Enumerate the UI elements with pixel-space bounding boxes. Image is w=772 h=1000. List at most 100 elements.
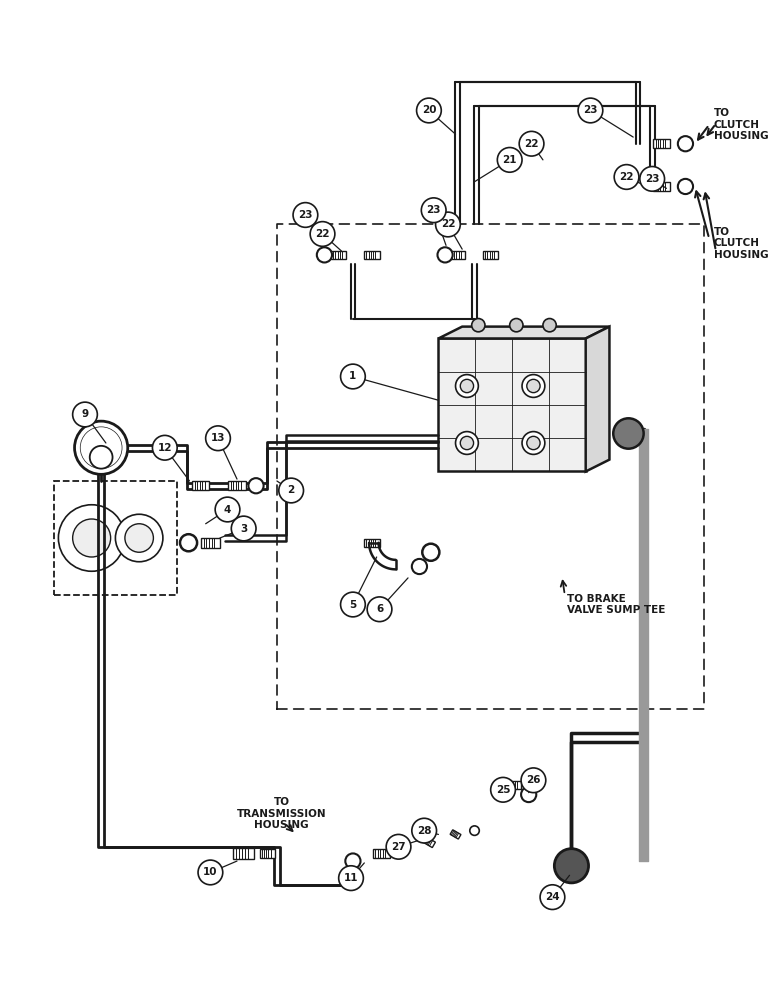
Circle shape (411, 559, 427, 574)
Polygon shape (450, 251, 465, 259)
Circle shape (180, 534, 197, 551)
Circle shape (438, 247, 452, 262)
Circle shape (73, 402, 97, 427)
Circle shape (293, 203, 318, 227)
Circle shape (417, 98, 442, 123)
Text: 20: 20 (422, 105, 436, 115)
Polygon shape (201, 538, 220, 548)
Text: 26: 26 (527, 775, 540, 785)
Text: TO
CLUTCH
HOUSING: TO CLUTCH HOUSING (714, 227, 769, 260)
Circle shape (90, 446, 113, 469)
Circle shape (491, 777, 516, 802)
Text: TO
CLUTCH
HOUSING: TO CLUTCH HOUSING (714, 108, 769, 141)
Text: 9: 9 (81, 409, 89, 419)
Circle shape (435, 212, 460, 237)
Circle shape (249, 478, 263, 493)
Text: 22: 22 (441, 219, 455, 229)
Polygon shape (364, 251, 380, 259)
Circle shape (279, 478, 303, 503)
Circle shape (460, 436, 473, 450)
Circle shape (59, 505, 125, 571)
Circle shape (339, 866, 364, 890)
Circle shape (422, 544, 439, 561)
Circle shape (497, 148, 522, 172)
Text: 2: 2 (287, 485, 295, 495)
Text: 28: 28 (417, 826, 432, 836)
Text: 4: 4 (224, 505, 231, 515)
Circle shape (521, 768, 546, 793)
Circle shape (678, 136, 693, 151)
Circle shape (115, 514, 163, 562)
Circle shape (521, 787, 537, 802)
Polygon shape (450, 830, 461, 839)
Text: 23: 23 (298, 210, 313, 220)
Text: 12: 12 (157, 443, 172, 453)
Polygon shape (233, 848, 254, 859)
Polygon shape (483, 251, 498, 259)
Circle shape (640, 167, 665, 191)
Text: 25: 25 (496, 785, 510, 795)
Circle shape (205, 426, 230, 451)
Circle shape (345, 853, 361, 869)
Text: 22: 22 (619, 172, 634, 182)
Text: 6: 6 (376, 604, 383, 614)
Circle shape (460, 379, 473, 393)
Text: 22: 22 (315, 229, 330, 239)
Text: 10: 10 (203, 867, 218, 877)
Text: 23: 23 (426, 205, 441, 215)
Circle shape (455, 375, 479, 397)
Text: 24: 24 (545, 892, 560, 902)
Circle shape (527, 379, 540, 393)
Circle shape (367, 597, 392, 622)
Circle shape (554, 849, 588, 883)
Circle shape (455, 432, 479, 454)
Text: 23: 23 (583, 105, 598, 115)
Polygon shape (653, 182, 670, 191)
Circle shape (340, 592, 365, 617)
Polygon shape (422, 836, 435, 848)
Polygon shape (438, 338, 586, 471)
Circle shape (411, 818, 436, 843)
Text: 23: 23 (645, 174, 659, 184)
Circle shape (613, 418, 644, 449)
Circle shape (232, 516, 256, 541)
Circle shape (317, 247, 332, 262)
Text: 11: 11 (344, 873, 358, 883)
Text: TO
TRANSMISSION
HOUSING: TO TRANSMISSION HOUSING (237, 797, 327, 830)
Polygon shape (260, 849, 275, 858)
Circle shape (540, 885, 565, 909)
Text: 13: 13 (211, 433, 225, 443)
Polygon shape (653, 139, 670, 148)
Circle shape (80, 427, 122, 469)
Text: 1: 1 (349, 371, 357, 381)
Circle shape (386, 834, 411, 859)
Circle shape (527, 436, 540, 450)
Circle shape (75, 421, 127, 474)
Circle shape (678, 179, 693, 194)
Circle shape (310, 222, 335, 246)
Polygon shape (192, 481, 209, 490)
Circle shape (125, 524, 154, 552)
Circle shape (73, 519, 110, 557)
Circle shape (578, 98, 603, 123)
Text: 22: 22 (524, 139, 539, 149)
Polygon shape (438, 327, 609, 338)
Circle shape (422, 198, 446, 223)
Circle shape (470, 826, 479, 835)
Text: 5: 5 (349, 600, 357, 610)
Circle shape (472, 319, 485, 332)
Text: 3: 3 (240, 524, 247, 534)
Polygon shape (229, 481, 245, 490)
Circle shape (198, 860, 223, 885)
Circle shape (520, 131, 544, 156)
Circle shape (340, 364, 365, 389)
Text: 21: 21 (503, 155, 517, 165)
Polygon shape (586, 327, 609, 471)
Text: TO BRAKE
VALVE SUMP TEE: TO BRAKE VALVE SUMP TEE (567, 594, 665, 615)
Polygon shape (508, 781, 521, 789)
Text: 27: 27 (391, 842, 406, 852)
Circle shape (522, 432, 545, 454)
Polygon shape (373, 849, 390, 858)
Polygon shape (364, 539, 380, 547)
Circle shape (152, 435, 177, 460)
